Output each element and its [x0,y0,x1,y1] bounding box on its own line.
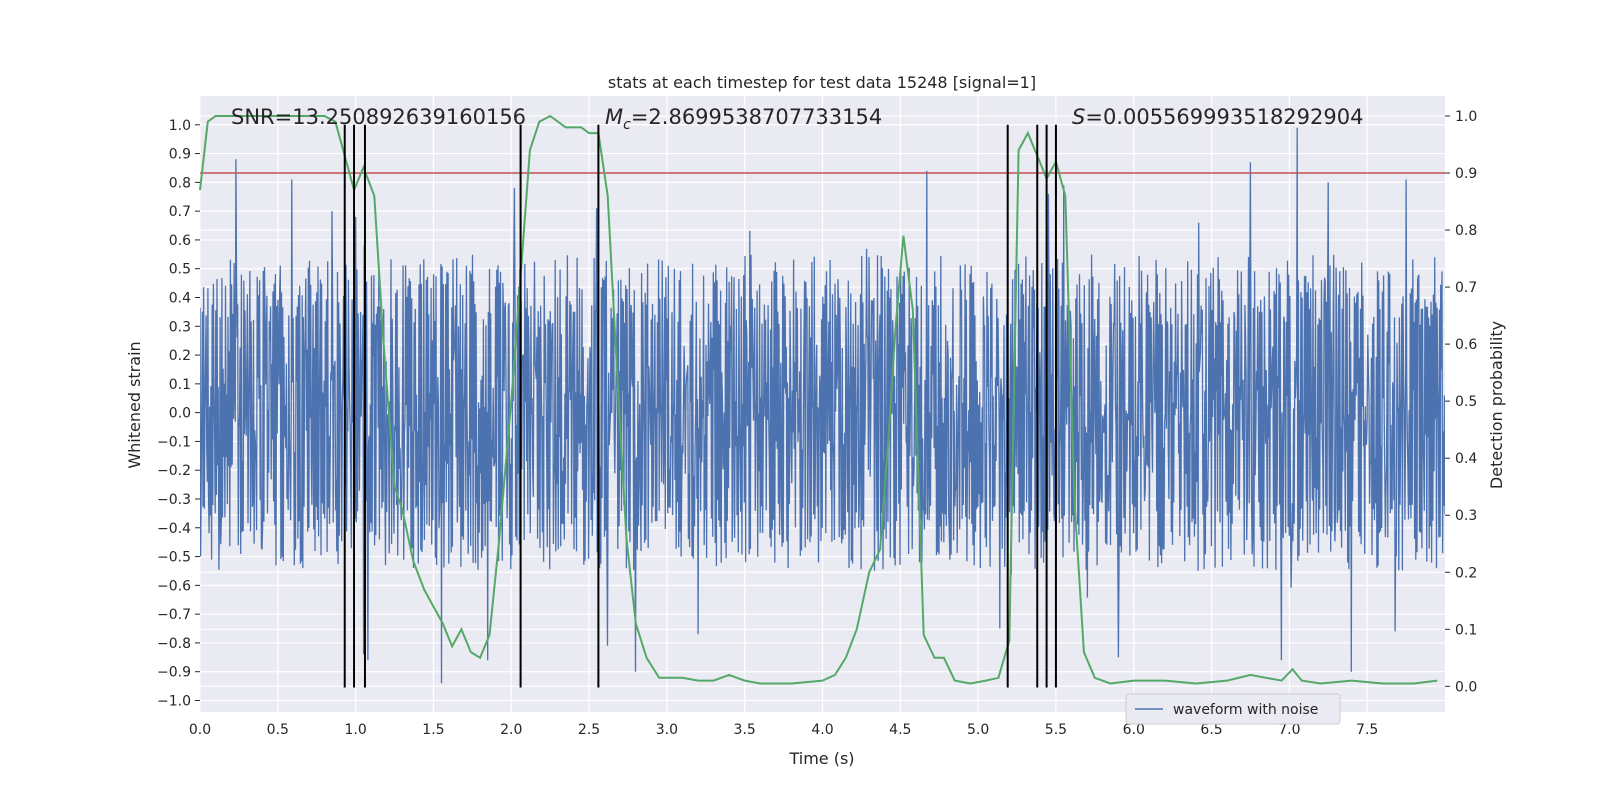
y-tick-label-left: −0.7 [157,607,191,623]
chart-title: stats at each timestep for test data 152… [608,73,1036,92]
y-tick-label-left: −0.5 [157,550,191,566]
x-tick-label: 5.5 [1045,722,1067,738]
mc-value: =2.8699538707733154 [631,105,882,129]
waveform-series [200,127,1445,684]
waveform-line [200,127,1445,684]
y-tick-label-right: 0.6 [1455,337,1477,353]
x-tick-label: 6.5 [1200,722,1222,738]
y-axis-label-right: Detection probability [1487,321,1506,489]
y-tick-label-right: 0.4 [1455,451,1477,467]
y-tick-label-right: 0.1 [1455,622,1477,638]
x-tick-label: 4.5 [889,722,911,738]
x-tick-label: 3.0 [656,722,678,738]
y-tick-label-left: 0.4 [169,290,191,306]
y-tick-label-left: 0.3 [169,319,191,335]
y-tick-label-left: 0.5 [169,262,191,278]
x-tick-label: 5.0 [967,722,989,738]
x-tick-label: 4.0 [811,722,833,738]
x-tick-label: 6.0 [1123,722,1145,738]
y-tick-label-right: 0.7 [1455,280,1477,296]
y-tick-label-left: 0.7 [169,204,191,220]
y-tick-label-left: 0.6 [169,233,191,249]
y-tick-label-left: −0.9 [157,665,191,681]
y-tick-label-left: −0.4 [157,521,191,537]
y-tick-label-right: 0.5 [1455,394,1477,410]
s-annotation: S=0.005569993518292904 [1072,105,1363,129]
y-tick-label-right: 1.0 [1455,109,1477,125]
mc-annotation: Mc=2.8699538707733154 [605,105,882,133]
y-tick-label-right: 0.2 [1455,565,1477,581]
y-tick-label-left: −0.1 [157,434,191,450]
y-tick-label-left: 1.0 [169,118,191,134]
y-axis-label-left: Whitened strain [125,341,144,468]
y-tick-label-left: −0.8 [157,636,191,652]
tick-labels: 0.0 0.5 1.0 1.5 2.0 2.5 3.0 3.5 4.0 4.5 5.0 5.5 6.0 6… [157,109,1477,738]
x-tick-label: 2.5 [578,722,600,738]
x-tick-label: 2.0 [500,722,522,738]
y-tick-label-left: 0.1 [169,377,191,393]
x-tick-label: 0.5 [267,722,289,738]
x-tick-label: 7.5 [1356,722,1378,738]
y-tick-label-right: 0.9 [1455,166,1477,182]
legend-box [1125,693,1341,725]
x-tick-label: 3.5 [734,722,756,738]
y-tick-label-right: 0.8 [1455,223,1477,239]
legend: waveform with noise [1125,693,1341,725]
x-tick-label: 7.0 [1278,722,1300,738]
x-tick-label: 1.5 [422,722,444,738]
mc-symbol: M [605,105,623,129]
x-tick-label: 0.0 [189,722,211,738]
vertical-markers [343,124,1057,688]
y-tick-label-left: 0.0 [169,406,191,422]
probability-line [199,114,1438,685]
s-symbol: S [1072,105,1085,129]
y-tick-label-left: −0.6 [157,578,191,594]
x-tick-label: 1.0 [344,722,366,738]
y-tick-label-left: −1.0 [157,693,191,709]
x-axis-label: Time (s) [788,749,854,768]
y-tick-label-left: −0.2 [157,463,191,479]
y-tick-label-right: 0.0 [1455,679,1477,695]
y-tick-label-right: 0.3 [1455,508,1477,524]
mc-subscript: c [623,117,631,133]
y-tick-label-left: −0.3 [157,492,191,508]
y-tick-label-left: 0.2 [169,348,191,364]
legend-label: waveform with noise [1173,702,1318,718]
s-value: =0.005569993518292904 [1085,105,1363,129]
snr-annotation: SNR=13.250892639160156 [231,105,526,129]
y-tick-label-left: 0.9 [169,147,191,163]
probability-series [199,114,1438,685]
y-tick-label-left: 0.8 [169,175,191,191]
